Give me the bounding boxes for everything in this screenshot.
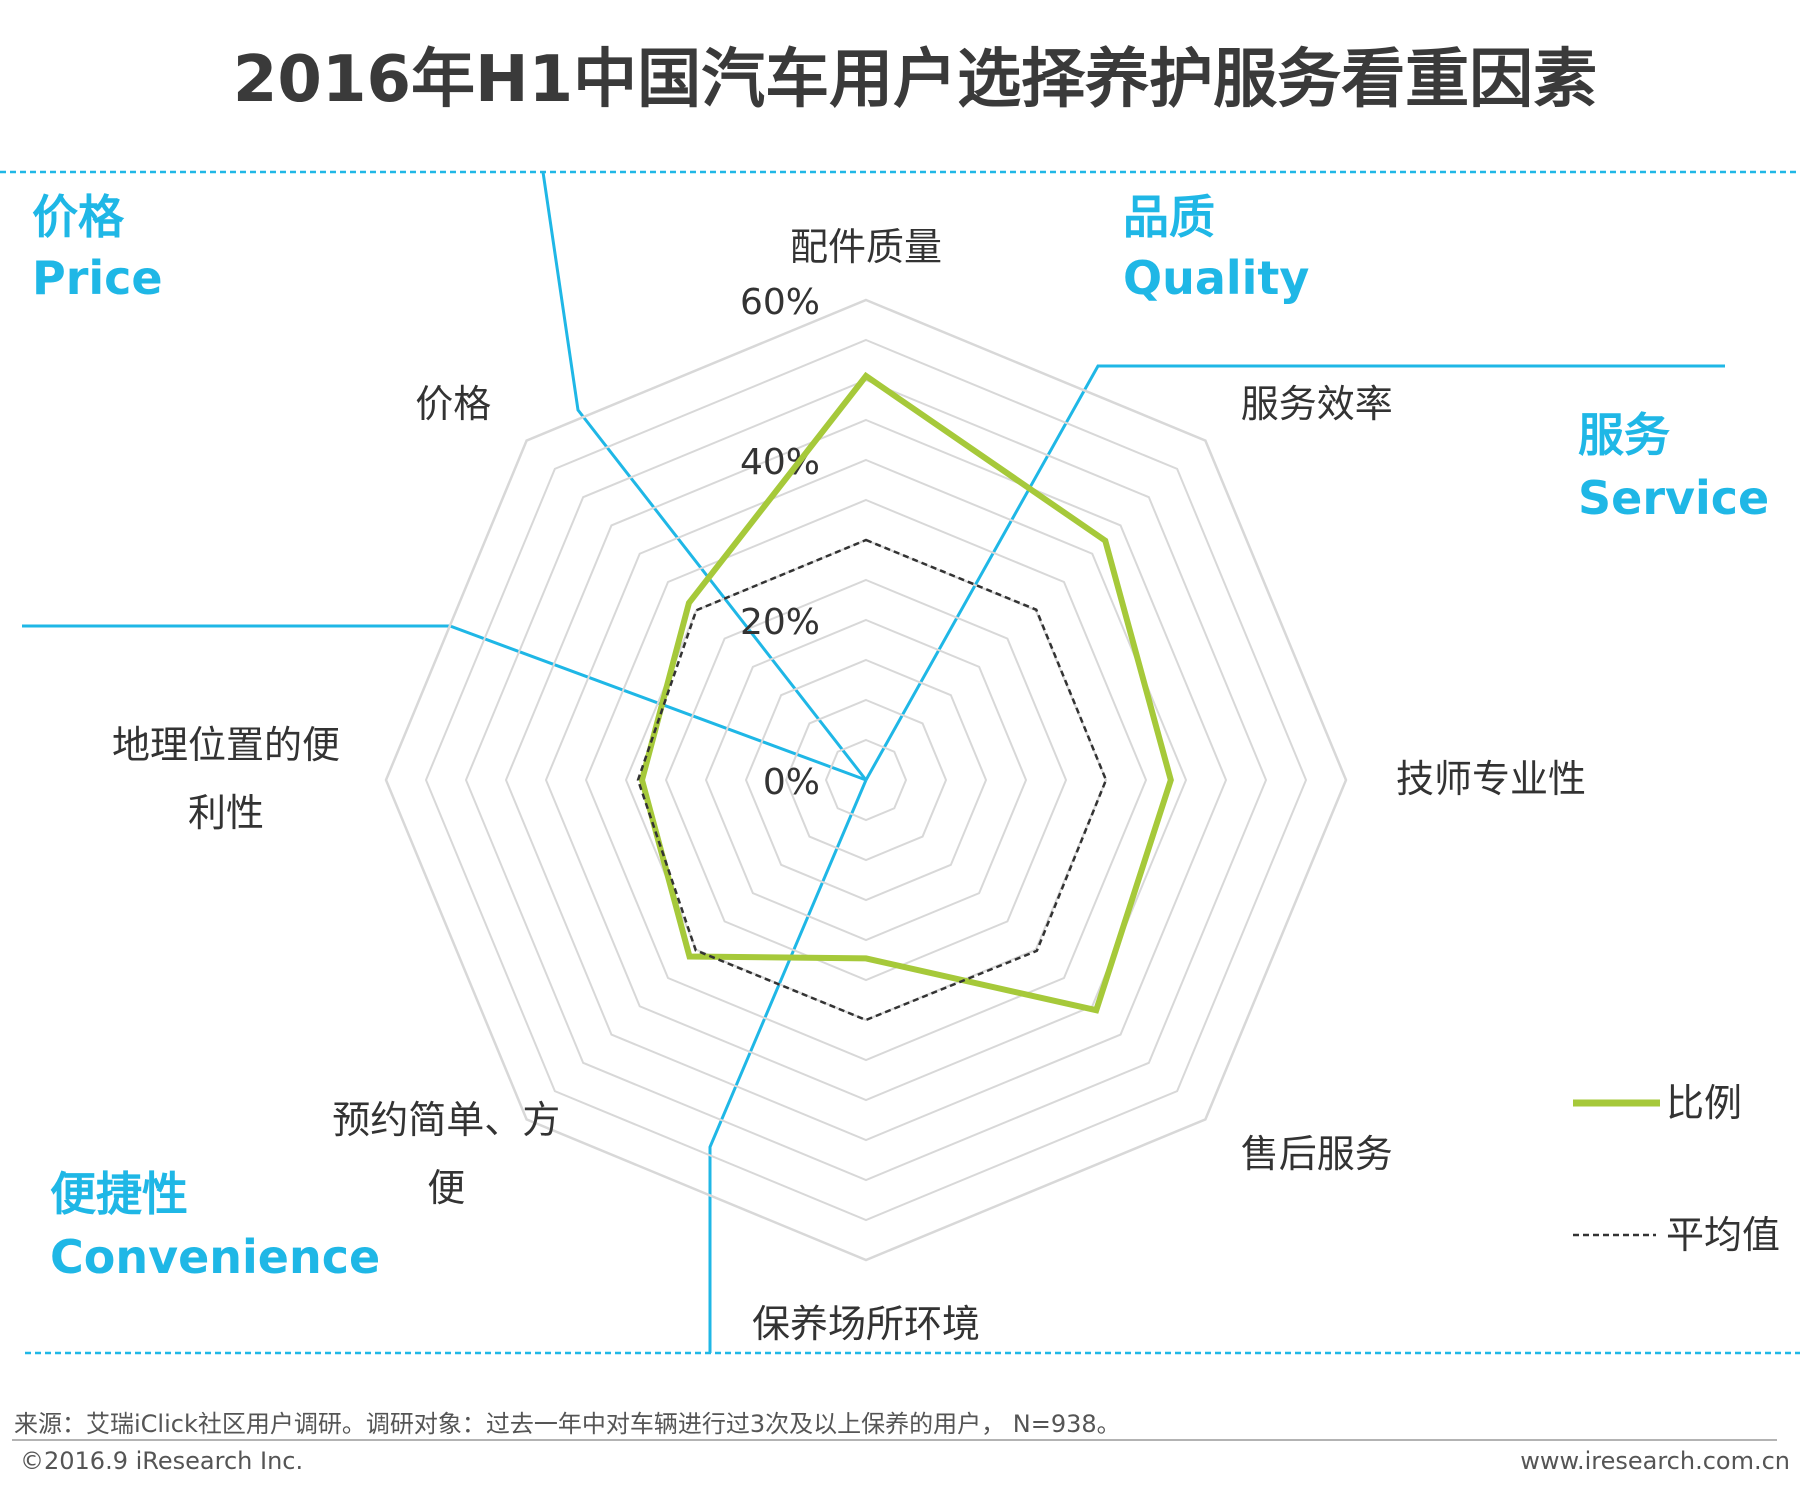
grid-ring <box>464 378 1268 1182</box>
axis-label: 保养场所环境 <box>752 1302 980 1346</box>
grid-ring <box>424 338 1308 1222</box>
tick-label: 0% <box>763 762 820 803</box>
legend-average-label: 平均值 <box>1666 1213 1780 1257</box>
group-quality-cn: 品质 <box>1123 190 1215 244</box>
tick-label: 60% <box>740 282 820 323</box>
group-convenience-en: Convenience <box>50 1230 380 1284</box>
divider-convenience-service <box>708 779 868 1353</box>
group-price-en: Price <box>32 251 163 305</box>
grid-ring <box>824 738 908 822</box>
legend-ratio-label: 比例 <box>1666 1081 1742 1125</box>
axis-label: 价格 <box>415 382 491 426</box>
axis-label: 地理位置的便 <box>112 723 340 767</box>
axis-label: 便 <box>427 1166 465 1210</box>
axis-label: 服务效率 <box>1241 382 1393 426</box>
chart-title: 2016年H1中国汽车用户选择养护服务看重因素 <box>233 43 1597 117</box>
axis-label: 预约简单、方 <box>332 1098 560 1142</box>
legend: 比例 平均值 <box>1573 1081 1780 1257</box>
series-ratio-line <box>638 371 1174 1014</box>
axis-label: 利性 <box>188 791 264 835</box>
axis-label: 售后服务 <box>1241 1132 1393 1176</box>
axis-label: 配件质量 <box>790 225 942 269</box>
series-average-line <box>636 538 1108 1022</box>
divider-price-quality <box>541 171 868 781</box>
tick-label: 20% <box>740 602 820 643</box>
footer-website: www.iresearch.com.cn <box>1520 1447 1790 1475</box>
radar-series <box>636 371 1174 1022</box>
grid-ring <box>784 698 948 862</box>
grid-ring <box>384 298 1348 1262</box>
grid-ring <box>504 418 1228 1142</box>
divider-quality-service <box>864 364 1725 781</box>
grid-ring <box>544 458 1188 1102</box>
grid-ring <box>704 618 1028 942</box>
group-price-cn: 价格 <box>32 190 125 244</box>
grid-ring <box>584 498 1148 1062</box>
axis-label: 技师专业性 <box>1396 757 1586 801</box>
group-service-en: Service <box>1578 471 1769 525</box>
grid-ring <box>664 578 1068 982</box>
group-quality-en: Quality <box>1123 251 1309 305</box>
group-service-cn: 服务 <box>1578 408 1670 462</box>
group-convenience-cn: 便捷性 <box>50 1167 188 1221</box>
footer-copyright: ©2016.9 iResearch Inc. <box>20 1447 303 1475</box>
grid-ring <box>744 658 988 902</box>
footer-source: 来源：艾瑞iClick社区用户调研。调研对象：过去一年中对车辆进行过3次及以上保… <box>14 1410 1121 1438</box>
